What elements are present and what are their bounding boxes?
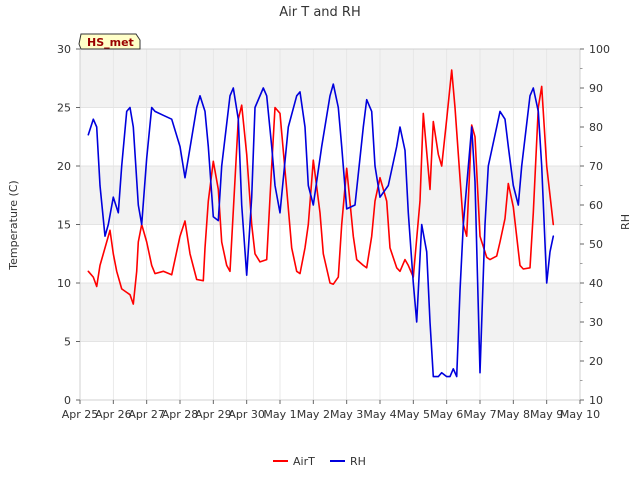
series-line-rh (87, 83, 555, 378)
y-left-tick-label: 10 (57, 277, 71, 290)
legend-label-rh: RH (350, 455, 366, 468)
x-tick-label: May 9 (530, 408, 563, 421)
y-right-tick-label: 60 (589, 199, 603, 212)
gridlines (79, 48, 581, 401)
x-tick-label: Apr 26 (95, 408, 132, 421)
y-right-tick-label: 50 (589, 238, 603, 251)
background-band (80, 166, 580, 225)
y-left-tick-label: 30 (57, 43, 71, 56)
station-label: HS_met (87, 36, 134, 49)
y-right-tick-label: 70 (589, 160, 603, 173)
legend-label-airt: AirT (293, 455, 315, 468)
x-tick-label: May 1 (263, 408, 296, 421)
y-left-tick-label: 15 (57, 219, 71, 232)
series-line-airt (87, 69, 555, 305)
x-tick-label: May 4 (363, 408, 396, 421)
x-tick-label: Apr 25 (62, 408, 99, 421)
x-tick-label: May 7 (463, 408, 496, 421)
y-right-tick-label: 90 (589, 82, 603, 95)
y-right-tick-label: 100 (589, 43, 610, 56)
y-left-tick-label: 20 (57, 160, 71, 173)
y-left-tick-label: 25 (57, 102, 71, 115)
station-badge: HS_met (78, 33, 141, 50)
x-tick-label: May 10 (560, 408, 600, 421)
legend: AirT RH (273, 455, 366, 468)
y-right-tick-label: 80 (589, 121, 603, 134)
x-tick-label: May 3 (330, 408, 363, 421)
y-axis-right-label: RH (619, 214, 632, 230)
background-band (80, 283, 580, 342)
background-bands (80, 49, 580, 342)
x-tick-label: May 8 (497, 408, 530, 421)
x-tick-label: Apr 29 (195, 408, 232, 421)
x-tick-label: Apr 30 (228, 408, 265, 421)
x-tick-label: May 6 (430, 408, 463, 421)
y-right-tick-label: 20 (589, 355, 603, 368)
y-axis-left-label: Temperature (C) (7, 180, 20, 270)
x-tick-label: Apr 28 (162, 408, 199, 421)
x-tick-label: May 2 (297, 408, 330, 421)
y-left-tick-label: 0 (64, 394, 71, 407)
chart-title: Air T and RH (279, 5, 360, 20)
y-right-tick-label: 30 (589, 316, 603, 329)
y-right-tick-label: 10 (589, 394, 603, 407)
y-right-tick-label: 40 (589, 277, 603, 290)
series-layer (87, 69, 555, 378)
y-left-tick-label: 5 (64, 336, 71, 349)
x-tick-label: Apr 27 (128, 408, 165, 421)
x-tick-label: May 5 (397, 408, 430, 421)
